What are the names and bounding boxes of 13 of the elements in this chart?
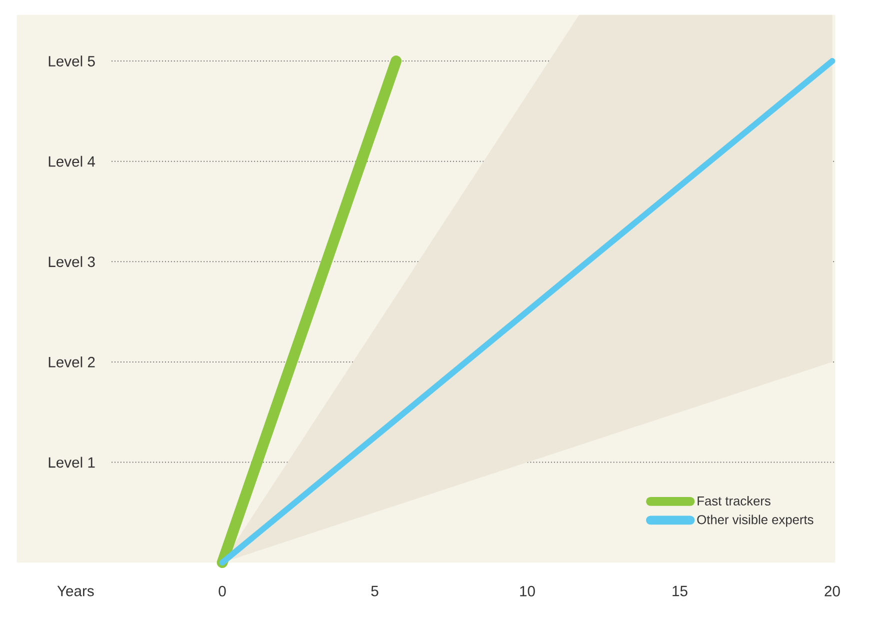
legend-label: Other visible experts (697, 514, 814, 527)
x-tick-label: 5 (371, 586, 378, 596)
x-axis-title: Years (57, 586, 94, 596)
legend-label: Fast trackers (698, 496, 770, 506)
ref-line-label: Level 2 (48, 356, 95, 368)
ref-line-label: Level 1 (48, 456, 95, 468)
x-tick-label: 0 (218, 586, 226, 596)
ref-line-label: Level 4 (48, 156, 96, 167)
ref-line-label: Level 5 (48, 56, 95, 66)
x-tick-label: 10 (520, 586, 535, 596)
x-tick-label: 20 (824, 586, 840, 596)
x-tick-label: 15 (672, 586, 688, 596)
ref-line-label: Level 3 (48, 256, 95, 268)
